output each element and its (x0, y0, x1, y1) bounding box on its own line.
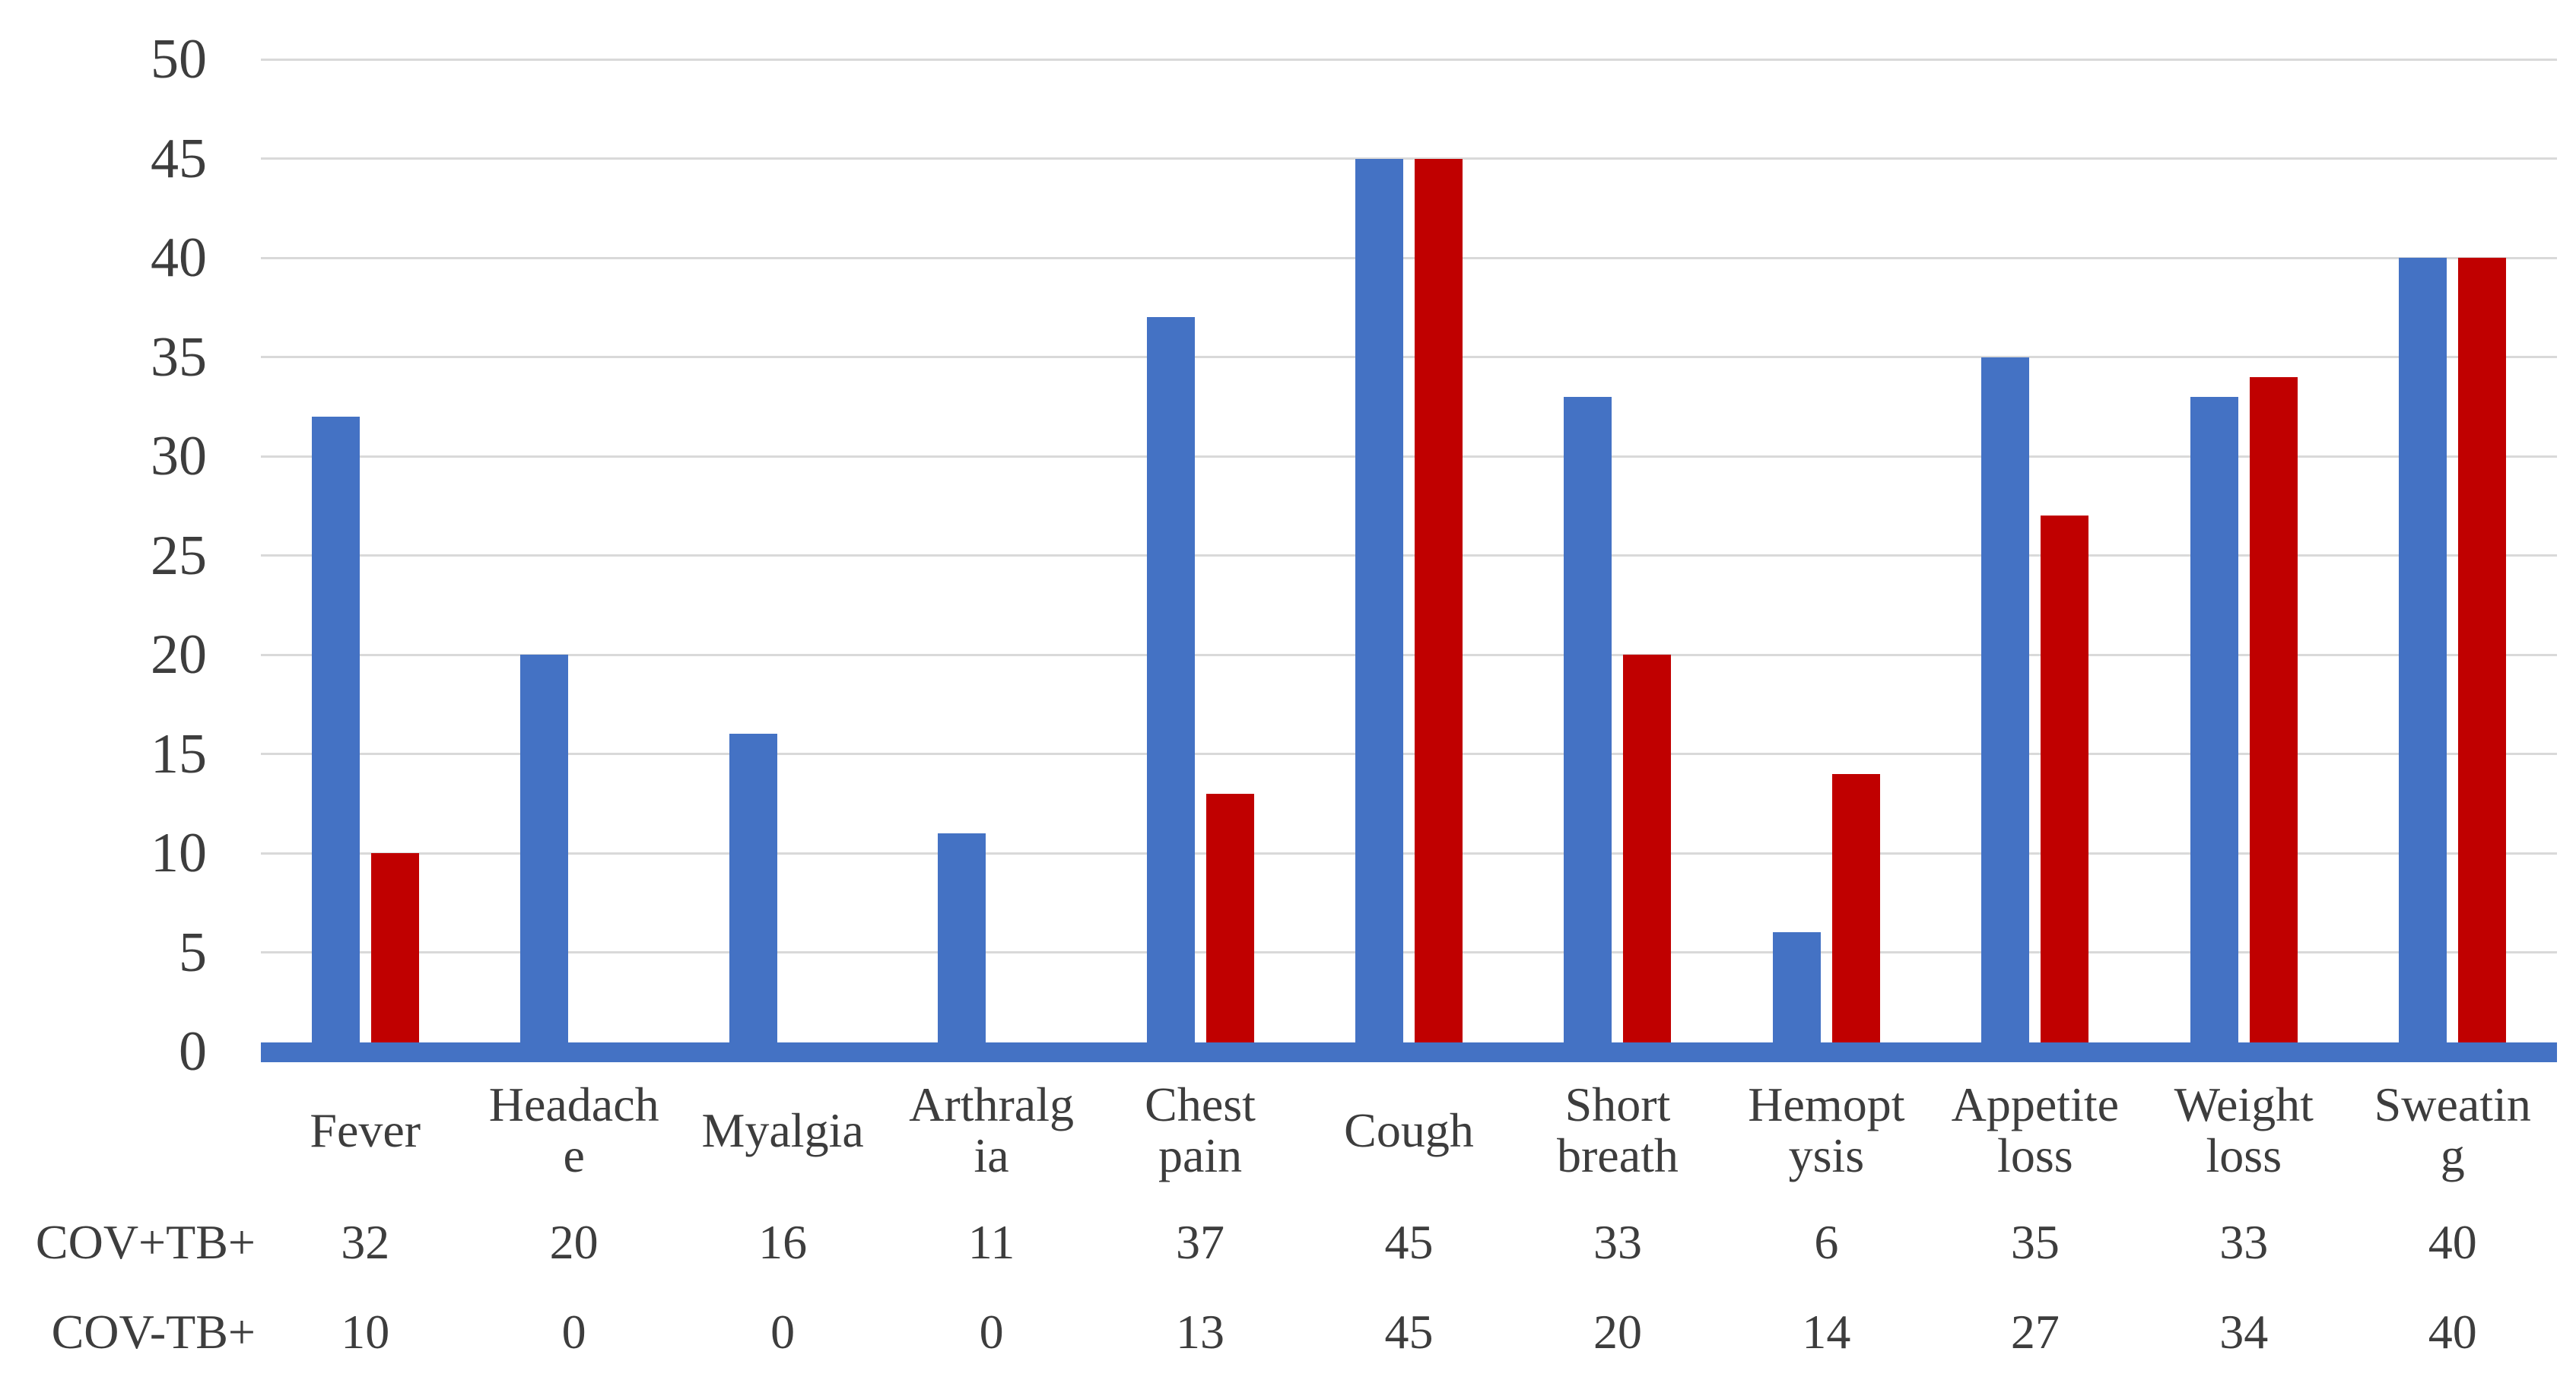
category-label-line: loss (2206, 1128, 2282, 1182)
table-value-cov-plus-tb-plus-cough: 45 (1384, 1215, 1434, 1269)
category-label-line: Fever (310, 1103, 421, 1157)
table-value-cov-minus-tb-plus-cough: 45 (1384, 1305, 1434, 1359)
table-value-cov-plus-tb-plus-hemoptysis: 6 (1814, 1215, 1839, 1269)
gridline-35 (261, 356, 2557, 358)
bar-cov-plus-tb-plus-appetite-loss (1981, 357, 2030, 1042)
x-axis-category-label-short-breath: Short breath (1517, 1077, 1719, 1183)
bar-cov-minus-tb-plus-sweating (2458, 258, 2507, 1042)
y-axis-tick-label: 35 (151, 325, 207, 389)
bar-cov-minus-tb-plus-weight-loss (2249, 376, 2298, 1042)
table-value-cov-minus-tb-plus-chest-pain: 13 (1176, 1305, 1225, 1359)
category-label-line: Arthralg (909, 1077, 1074, 1131)
y-axis-tick-label: 25 (151, 524, 207, 587)
y-axis-tick-label: 5 (179, 921, 207, 984)
gridline-15 (261, 753, 2557, 755)
category-label-line: Chest (1145, 1077, 1256, 1131)
table-row-label-cov-plus-tb-plus: COV+TB+ (35, 1215, 256, 1269)
table-value-cov-plus-tb-plus-arthralgia: 11 (967, 1215, 1015, 1269)
category-label-line: pain (1158, 1128, 1243, 1182)
x-axis-category-label-weight-loss: Weight loss (2142, 1077, 2345, 1183)
table-value-cov-minus-tb-plus-hemoptysis: 14 (1802, 1305, 1851, 1359)
table-value-cov-plus-tb-plus-headache: 20 (549, 1215, 599, 1269)
gridline-30 (261, 455, 2557, 458)
category-label-line: Headach (488, 1077, 659, 1131)
category-label-line: loss (1997, 1128, 2073, 1182)
gridline-5 (261, 951, 2557, 953)
x-axis-category-label-fever: Fever (264, 1077, 466, 1183)
bar-cov-plus-tb-plus-hemoptysis (1772, 932, 1821, 1042)
table-value-cov-minus-tb-plus-weight-loss: 34 (2219, 1305, 2269, 1359)
bar-cov-minus-tb-plus-short-breath (1623, 655, 1672, 1042)
category-label-line: g (2440, 1128, 2465, 1182)
category-label-line: Hemopt (1748, 1077, 1905, 1131)
category-label-line: ysis (1788, 1128, 1865, 1182)
bar-cov-minus-tb-plus-cough (1415, 158, 1463, 1042)
table-value-cov-minus-tb-plus-sweating: 40 (2428, 1305, 2477, 1359)
category-label-line: ia (974, 1128, 1009, 1182)
gridline-50 (261, 58, 2557, 61)
x-axis-category-label-cough: Cough (1307, 1077, 1510, 1183)
table-value-cov-plus-tb-plus-short-breath: 33 (1593, 1215, 1642, 1269)
bar-cov-minus-tb-plus-hemoptysis (1831, 773, 1880, 1042)
table-value-cov-plus-tb-plus-weight-loss: 33 (2219, 1215, 2269, 1269)
table-value-cov-minus-tb-plus-myalgia: 0 (770, 1305, 796, 1359)
x-axis-category-label-headache: Headach e (472, 1077, 675, 1183)
x-axis-category-label-hemoptysis: Hemopt ysis (1725, 1077, 1927, 1183)
x-axis-category-label-sweating: Sweatin g (2352, 1077, 2554, 1183)
y-axis-tick-label: 15 (151, 722, 207, 785)
bar-cov-plus-tb-plus-weight-loss (2190, 396, 2238, 1042)
gridline-20 (261, 653, 2557, 656)
table-value-cov-minus-tb-plus-fever: 10 (341, 1305, 390, 1359)
category-label-line: Appetite (1951, 1077, 2120, 1131)
category-label-line: Weight (2174, 1077, 2314, 1131)
table-value-cov-plus-tb-plus-chest-pain: 37 (1176, 1215, 1225, 1269)
bar-cov-plus-tb-plus-short-breath (1564, 396, 1612, 1042)
gridline-45 (261, 157, 2557, 160)
y-axis-tick-label: 20 (151, 623, 207, 686)
bar-cov-plus-tb-plus-chest-pain (1146, 317, 1195, 1042)
y-axis-tick-label: 50 (151, 28, 207, 90)
bar-cov-minus-tb-plus-chest-pain (1205, 793, 1254, 1042)
category-label-line: Cough (1344, 1103, 1474, 1157)
x-axis-category-label-appetite-loss: Appetite loss (1934, 1077, 2136, 1183)
bar-cov-plus-tb-plus-arthralgia (938, 833, 986, 1042)
table-value-cov-plus-tb-plus-fever: 32 (341, 1215, 390, 1269)
gridline-10 (261, 852, 2557, 855)
category-label-line: Myalgia (701, 1103, 864, 1157)
category-label-line: Short (1564, 1077, 1671, 1131)
bar-cov-plus-tb-plus-sweating (2399, 258, 2447, 1042)
x-axis-category-label-chest-pain: Chest pain (1099, 1077, 1301, 1183)
y-axis-tick-label: 40 (151, 227, 207, 289)
bar-cov-plus-tb-plus-cough (1355, 158, 1403, 1042)
bar-cov-minus-tb-plus-fever (370, 853, 419, 1042)
bar-cov-plus-tb-plus-headache (520, 655, 569, 1042)
y-axis-tick-label: 10 (151, 822, 207, 884)
bar-cov-minus-tb-plus-appetite-loss (2041, 516, 2089, 1042)
x-axis-category-label-arthralgia: Arthralg ia (890, 1077, 1092, 1183)
table-value-cov-plus-tb-plus-sweating: 40 (2428, 1215, 2477, 1269)
bar-cov-plus-tb-plus-fever (311, 416, 360, 1042)
bar-cov-plus-tb-plus-myalgia (729, 734, 777, 1042)
gridline-25 (261, 554, 2557, 557)
category-label-line: breath (1556, 1128, 1679, 1182)
y-axis-tick-label: 0 (179, 1020, 207, 1083)
table-value-cov-minus-tb-plus-appetite-loss: 27 (2010, 1305, 2060, 1359)
gridline-40 (261, 256, 2557, 259)
table-value-cov-minus-tb-plus-arthralgia: 0 (979, 1305, 1004, 1359)
table-value-cov-minus-tb-plus-headache: 0 (561, 1305, 586, 1359)
table-value-cov-plus-tb-plus-myalgia: 16 (758, 1215, 808, 1269)
category-label-line: e (563, 1128, 585, 1182)
y-axis-tick-label: 45 (151, 127, 207, 190)
table-value-cov-plus-tb-plus-appetite-loss: 35 (2010, 1215, 2060, 1269)
category-label-line: Sweatin (2374, 1077, 2531, 1131)
x-axis-category-label-myalgia: Myalgia (681, 1077, 884, 1183)
table-row-label-cov-minus-tb-plus: COV-TB+ (51, 1305, 256, 1359)
x-axis-line (261, 1042, 2557, 1062)
y-axis-tick-label: 30 (151, 425, 207, 487)
table-value-cov-minus-tb-plus-short-breath: 20 (1593, 1305, 1642, 1359)
